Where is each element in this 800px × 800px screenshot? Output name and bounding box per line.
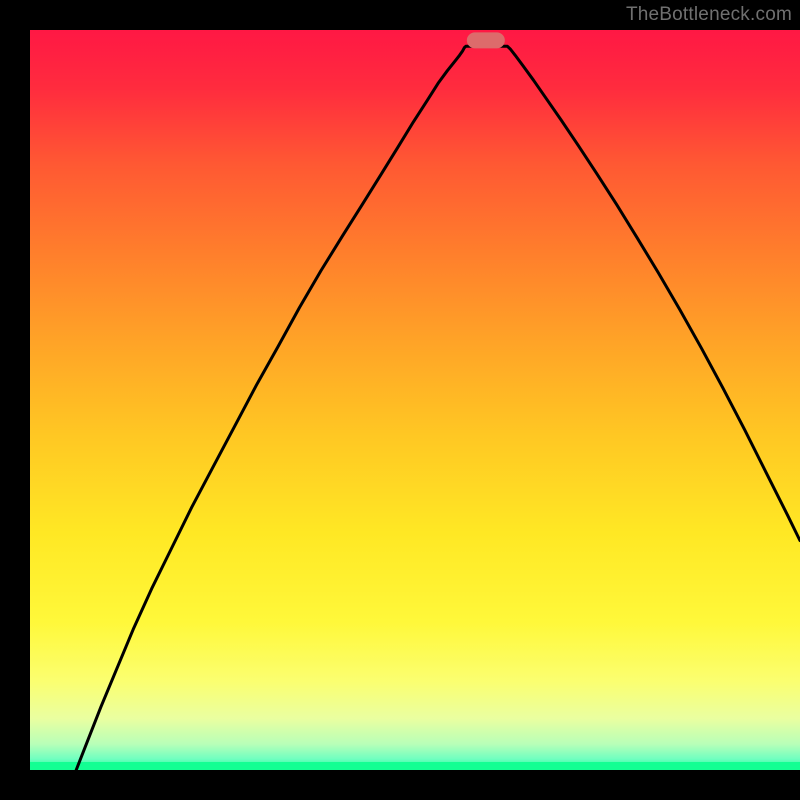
optimal-point-marker <box>467 32 505 48</box>
chart-plot-area <box>30 30 800 770</box>
attribution-text: TheBottleneck.com <box>626 4 792 26</box>
chart-background-gradient <box>30 30 800 770</box>
chart-baseline <box>30 762 800 770</box>
bottleneck-curve-chart <box>30 30 800 770</box>
